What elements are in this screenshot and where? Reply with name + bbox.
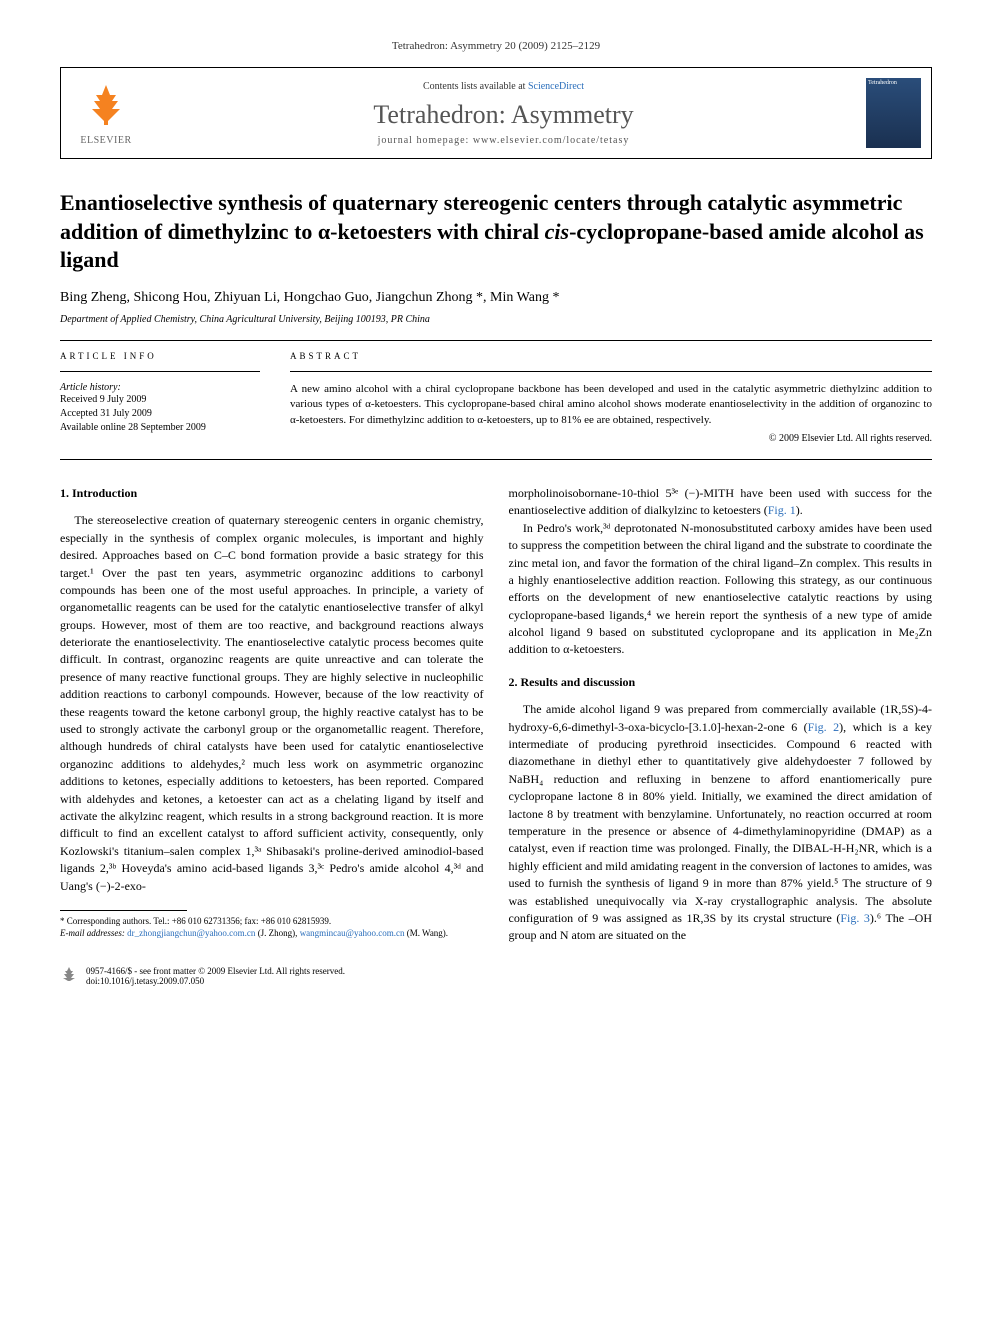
footer-text: 0957-4166/$ - see front matter © 2009 El… xyxy=(86,966,345,986)
article-title: Enantioselective synthesis of quaternary… xyxy=(60,189,932,275)
intro-heading: 1. Introduction xyxy=(60,485,484,502)
homepage-prefix: journal homepage: xyxy=(378,135,473,146)
email-1[interactable]: dr_zhongjiangchun@yahoo.com.cn xyxy=(127,928,255,938)
journal-name: Tetrahedron: Asymmetry xyxy=(141,100,866,130)
page-container: Tetrahedron: Asymmetry 20 (2009) 2125–21… xyxy=(0,0,992,1028)
journal-reference: Tetrahedron: Asymmetry 20 (2009) 2125–21… xyxy=(60,40,932,52)
intro-p2-end: ). xyxy=(796,503,803,517)
column-right: morpholinoisobornane-10-thiol 5³ᵉ (−)-MI… xyxy=(509,485,933,945)
journal-cover-thumbnail: Tetrahedron xyxy=(866,78,921,148)
article-info-heading: ARTICLE INFO xyxy=(60,351,260,361)
history-label: Article history: xyxy=(60,382,260,393)
abstract-heading: ABSTRACT xyxy=(290,351,932,361)
contents-prefix: Contents lists available at xyxy=(423,81,528,92)
elsevier-logo: ELSEVIER xyxy=(71,81,141,146)
fig3-link[interactable]: Fig. 3 xyxy=(840,911,870,925)
authors-list: Bing Zheng, Shicong Hou, Zhiyuan Li, Hon… xyxy=(60,290,932,306)
fig1-link[interactable]: Fig. 1 xyxy=(768,503,796,517)
info-divider xyxy=(60,371,260,372)
intro-paragraph-2: morpholinoisobornane-10-thiol 5³ᵉ (−)-MI… xyxy=(509,485,933,520)
divider-bottom xyxy=(60,459,932,460)
abstract-copyright: © 2009 Elsevier Ltd. All rights reserved… xyxy=(290,433,932,444)
email-2-name: (M. Wang). xyxy=(404,928,448,938)
elsevier-name: ELSEVIER xyxy=(71,135,141,146)
info-abstract-row: ARTICLE INFO Article history: Received 9… xyxy=(60,351,932,444)
email-2[interactable]: wangmincau@yahoo.com.cn xyxy=(300,928,405,938)
accepted-date: Accepted 31 July 2009 xyxy=(60,407,260,421)
sciencedirect-link[interactable]: ScienceDirect xyxy=(528,81,584,92)
footnote-separator xyxy=(60,910,187,911)
homepage-url[interactable]: www.elsevier.com/locate/tetasy xyxy=(473,135,630,146)
elsevier-footer-icon xyxy=(60,965,78,988)
article-info-block: ARTICLE INFO Article history: Received 9… xyxy=(60,351,260,444)
results-p1-b: ), which is a key intermediate of produc… xyxy=(509,720,933,925)
journal-header: ELSEVIER Contents lists available at Sci… xyxy=(60,67,932,159)
abstract-divider xyxy=(290,371,932,372)
doi-line: doi:10.1016/j.tetasy.2009.07.050 xyxy=(86,976,345,986)
divider-top xyxy=(60,340,932,341)
contents-list-line: Contents lists available at ScienceDirec… xyxy=(141,81,866,92)
journal-homepage: journal homepage: www.elsevier.com/locat… xyxy=(141,135,866,146)
corresponding-footnote: * Corresponding authors. Tel.: +86 010 6… xyxy=(60,916,484,939)
abstract-block: ABSTRACT A new amino alcohol with a chir… xyxy=(290,351,932,444)
intro-paragraph-1: The stereoselective creation of quaterna… xyxy=(60,512,484,895)
abstract-text: A new amino alcohol with a chiral cyclop… xyxy=(290,382,932,428)
received-date: Received 9 July 2009 xyxy=(60,393,260,407)
email-label: E-mail addresses: xyxy=(60,928,127,938)
fig2-link[interactable]: Fig. 2 xyxy=(808,720,839,734)
page-footer: 0957-4166/$ - see front matter © 2009 El… xyxy=(60,965,932,988)
elsevier-tree-icon xyxy=(71,81,141,135)
header-center: Contents lists available at ScienceDirec… xyxy=(141,81,866,146)
issn-line: 0957-4166/$ - see front matter © 2009 El… xyxy=(86,966,345,976)
column-left: 1. Introduction The stereoselective crea… xyxy=(60,485,484,945)
online-date: Available online 28 September 2009 xyxy=(60,421,260,435)
results-paragraph-1: The amide alcohol ligand 9 was prepared … xyxy=(509,701,933,944)
cover-title: Tetrahedron xyxy=(868,80,919,86)
body-columns: 1. Introduction The stereoselective crea… xyxy=(60,485,932,945)
intro-paragraph-3: In Pedro's work,³ᵈ deprotonated N-monosu… xyxy=(509,520,933,659)
corresp-line: * Corresponding authors. Tel.: +86 010 6… xyxy=(60,916,484,928)
email-line: E-mail addresses: dr_zhongjiangchun@yaho… xyxy=(60,928,484,940)
email-1-name: (J. Zhong), xyxy=(255,928,299,938)
results-heading: 2. Results and discussion xyxy=(509,674,933,691)
affiliation: Department of Applied Chemistry, China A… xyxy=(60,314,932,325)
intro-p2-start: morpholinoisobornane-10-thiol 5³ᵉ (−)-MI… xyxy=(509,486,933,517)
